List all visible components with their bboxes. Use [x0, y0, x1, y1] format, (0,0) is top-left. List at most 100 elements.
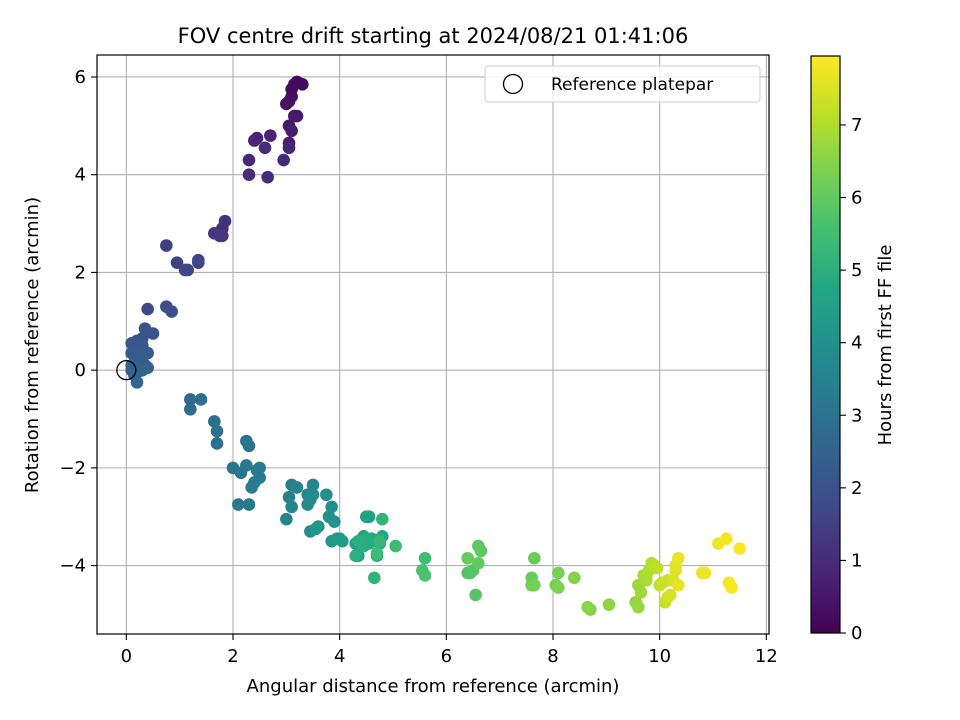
- data-point: [248, 134, 261, 147]
- data-point: [242, 168, 256, 182]
- data-point: [725, 581, 738, 594]
- data-point: [325, 500, 338, 514]
- data-point: [210, 424, 224, 438]
- data-point: [160, 239, 173, 252]
- data-point: [277, 153, 290, 167]
- x-axis-label: Angular distance from reference (arcmin): [247, 676, 620, 697]
- data-point: [242, 153, 256, 167]
- colorbar-tick-label: 7: [851, 115, 862, 136]
- chart-title: FOV centre drift starting at 2024/08/21 …: [178, 24, 689, 48]
- data-point: [733, 542, 746, 555]
- data-point: [210, 437, 224, 450]
- data-point: [242, 498, 256, 511]
- data-point: [125, 358, 138, 372]
- x-tick-label: 0: [121, 646, 132, 667]
- y-tick-label: −4: [59, 556, 86, 577]
- data-point: [192, 256, 205, 269]
- legend-box: [484, 65, 761, 103]
- data-point: [245, 481, 258, 494]
- data-point: [240, 459, 253, 472]
- data-point: [258, 141, 272, 155]
- data-point: [418, 551, 432, 565]
- colorbar-tick-label: 6: [851, 188, 862, 209]
- data-point: [242, 439, 256, 453]
- data-point: [376, 512, 389, 526]
- data-point: [474, 544, 488, 558]
- data-point: [208, 415, 221, 428]
- data-point: [280, 97, 293, 111]
- data-point: [232, 498, 245, 511]
- data-point: [261, 170, 274, 184]
- data-point: [634, 586, 648, 599]
- data-point: [328, 515, 341, 528]
- data-point: [528, 551, 541, 565]
- data-point: [632, 600, 645, 614]
- data-point: [352, 534, 365, 548]
- reference-platepar-point: [116, 360, 137, 381]
- colorbar-ticks: 0 1 2 3 4 5 6 7: [840, 115, 862, 644]
- legend-entry-reference: Reference platepar: [551, 75, 713, 95]
- data-point: [181, 263, 194, 277]
- data-point: [552, 581, 565, 594]
- data-point: [720, 532, 733, 546]
- data-point: [296, 78, 309, 91]
- data-point: [698, 566, 712, 580]
- data-point: [528, 578, 541, 592]
- data-point: [602, 598, 616, 611]
- data-point: [130, 376, 144, 389]
- data-point: [336, 534, 349, 548]
- data-point: [290, 481, 304, 494]
- data-point: [672, 551, 685, 565]
- data-point: [282, 141, 296, 155]
- y-axis-label: Rotation from reference (arcmin): [22, 197, 43, 493]
- data-point: [552, 566, 565, 580]
- y-tick-label: 0: [75, 360, 86, 381]
- data-point: [472, 556, 485, 570]
- data-point: [389, 539, 402, 553]
- data-point: [349, 549, 362, 563]
- data-point: [568, 571, 581, 585]
- data-point: [370, 547, 384, 560]
- plot-frame: [96, 54, 770, 635]
- data-point: [664, 588, 677, 602]
- data-point: [141, 302, 154, 316]
- y-tick-label: 4: [75, 165, 86, 186]
- y-tick-label: −2: [59, 458, 86, 479]
- data-point: [194, 393, 208, 406]
- colorbar-tick-label: 2: [851, 478, 862, 499]
- data-point: [290, 109, 304, 123]
- colorbar-tick-label: 3: [851, 405, 862, 426]
- data-point: [306, 488, 320, 502]
- data-point: [672, 578, 685, 592]
- data-point: [264, 129, 277, 142]
- data-point: [362, 510, 376, 524]
- data-point: [320, 488, 333, 502]
- data-point: [165, 305, 178, 318]
- data-point: [301, 498, 314, 511]
- data-point: [309, 522, 322, 536]
- x-tick-label: 2: [227, 646, 238, 667]
- colorbar-tick-label: 4: [851, 333, 862, 354]
- data-point: [184, 402, 197, 416]
- data-point: [368, 571, 381, 585]
- x-tick-label: 4: [334, 646, 345, 667]
- colorbar-label: Hours from first FF file: [875, 245, 896, 446]
- x-tick-label: 6: [441, 646, 452, 667]
- x-axis-ticks: 0 2 4 6 8 10 12: [121, 634, 778, 667]
- data-point: [306, 478, 320, 492]
- legend: Reference platepar: [484, 65, 761, 103]
- data-point: [581, 600, 594, 614]
- data-point: [469, 588, 482, 602]
- data-point: [138, 322, 152, 335]
- data-point: [650, 561, 664, 575]
- data-point: [141, 346, 154, 360]
- data-point: [218, 214, 232, 228]
- x-tick-label: 10: [648, 646, 671, 667]
- colorbar-tick-label: 0: [851, 623, 862, 644]
- colorbar-tick-label: 5: [851, 260, 862, 281]
- data-point: [280, 512, 293, 526]
- y-tick-label: 6: [75, 67, 86, 88]
- data-point: [418, 569, 432, 582]
- y-axis-ticks: −4 −2 0 2 4 6: [59, 67, 97, 577]
- data-point: [184, 393, 197, 406]
